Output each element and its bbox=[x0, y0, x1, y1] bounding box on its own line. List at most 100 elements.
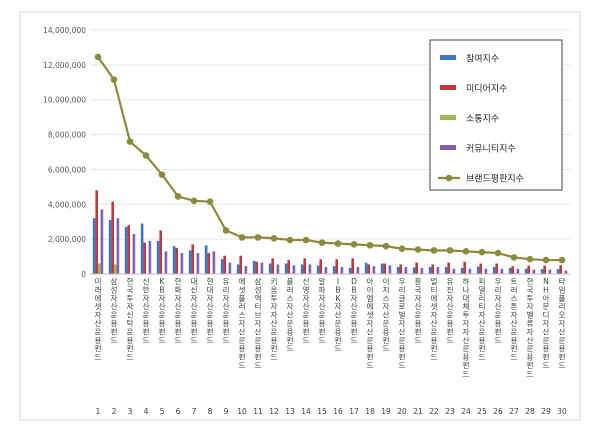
legend-label: 브랜드평판지수 bbox=[466, 174, 524, 185]
rank-label: 23 bbox=[445, 407, 455, 416]
bar bbox=[463, 261, 466, 274]
bar bbox=[364, 262, 368, 274]
bar bbox=[223, 255, 226, 274]
bar bbox=[172, 246, 176, 274]
line-point bbox=[366, 241, 374, 249]
bar bbox=[468, 268, 472, 274]
bar bbox=[124, 226, 128, 274]
line-point bbox=[398, 245, 406, 253]
bar bbox=[255, 261, 258, 274]
bar bbox=[356, 267, 360, 274]
bar bbox=[175, 247, 178, 274]
bar bbox=[244, 266, 248, 274]
line-point bbox=[158, 171, 166, 178]
bar bbox=[495, 263, 498, 274]
bar bbox=[524, 268, 528, 274]
bar bbox=[188, 250, 192, 274]
legend-label: 참여지수 bbox=[466, 53, 499, 65]
bar bbox=[404, 267, 408, 274]
bar bbox=[303, 258, 306, 274]
bar bbox=[380, 263, 384, 274]
line-point bbox=[94, 53, 102, 61]
rank-label: 6 bbox=[176, 407, 181, 416]
bar bbox=[351, 258, 354, 274]
bar bbox=[111, 201, 114, 274]
rank-label: 15 bbox=[317, 407, 327, 416]
bar bbox=[476, 266, 480, 274]
bar bbox=[516, 268, 520, 274]
legend-swatch bbox=[440, 85, 456, 90]
bar bbox=[127, 225, 130, 274]
bar bbox=[159, 230, 162, 274]
rank-label: 13 bbox=[285, 407, 295, 416]
bar bbox=[396, 267, 400, 274]
rank-label: 26 bbox=[493, 407, 503, 416]
rank-label: 8 bbox=[208, 407, 213, 416]
bar bbox=[196, 253, 200, 274]
bar bbox=[447, 262, 450, 274]
line-point bbox=[238, 234, 246, 241]
bar bbox=[108, 219, 112, 274]
y-tick-label: 0 bbox=[81, 270, 86, 279]
line-point bbox=[558, 256, 566, 264]
bar bbox=[415, 262, 418, 274]
bar bbox=[564, 270, 568, 274]
rank-label: 22 bbox=[429, 407, 439, 416]
rank-label: 17 bbox=[349, 407, 359, 416]
line-point bbox=[382, 242, 390, 250]
bar bbox=[420, 267, 424, 274]
bar bbox=[500, 268, 504, 274]
bar bbox=[324, 267, 328, 274]
bar bbox=[228, 262, 232, 274]
line-point bbox=[462, 248, 470, 255]
bar bbox=[132, 233, 136, 274]
bar bbox=[287, 260, 290, 274]
rank-label: 11 bbox=[253, 407, 263, 416]
bar bbox=[436, 267, 440, 274]
line-point bbox=[526, 255, 534, 263]
bar bbox=[319, 259, 322, 274]
bar bbox=[140, 223, 144, 274]
rank-label: 20 bbox=[397, 407, 407, 416]
line-point bbox=[414, 246, 422, 253]
bar bbox=[114, 264, 117, 274]
bar bbox=[164, 251, 168, 274]
bar bbox=[479, 263, 482, 274]
line-point bbox=[334, 240, 342, 247]
rank-label: 16 bbox=[333, 407, 343, 416]
bar bbox=[492, 267, 496, 274]
line-point bbox=[350, 241, 358, 248]
bar bbox=[540, 269, 544, 274]
y-tick-label: 4,000,000 bbox=[48, 200, 86, 209]
bar bbox=[367, 264, 370, 274]
line-point bbox=[206, 198, 214, 205]
legend-swatch bbox=[440, 115, 456, 120]
bar bbox=[431, 264, 434, 274]
line-point bbox=[190, 197, 198, 205]
bar bbox=[388, 265, 392, 274]
rank-label: 4 bbox=[144, 407, 149, 416]
bar bbox=[532, 269, 536, 274]
line-point bbox=[174, 193, 182, 200]
bar bbox=[236, 264, 240, 274]
bar bbox=[220, 259, 224, 274]
line-point bbox=[446, 247, 454, 254]
rank-label: 2 bbox=[112, 407, 117, 416]
line-point bbox=[254, 234, 262, 241]
bar bbox=[292, 265, 296, 274]
